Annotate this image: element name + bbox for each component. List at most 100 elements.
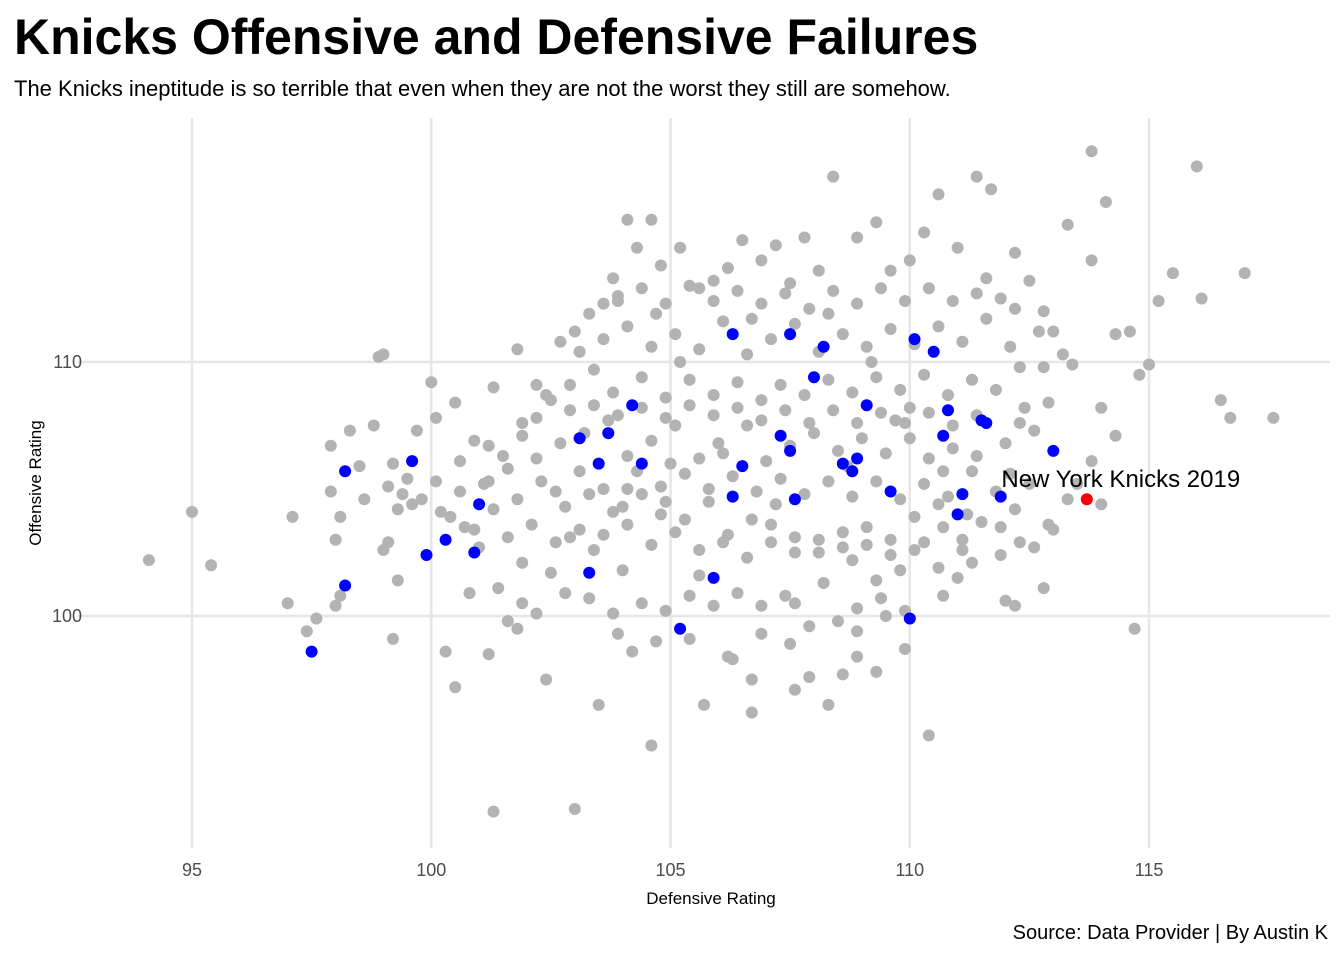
- other-team-point: [1224, 411, 1237, 424]
- other-team-point: [980, 312, 993, 325]
- other-team-point: [329, 533, 342, 546]
- other-team-point: [1028, 424, 1041, 437]
- other-team-point: [755, 599, 768, 612]
- other-team-point: [851, 650, 864, 663]
- other-team-point: [817, 577, 830, 589]
- chart-subtitle: The Knicks ineptitude is so terrible tha…: [14, 76, 951, 101]
- x-tick-label: 110: [895, 860, 924, 880]
- other-team-point: [899, 295, 911, 307]
- other-team-point: [1095, 401, 1108, 414]
- other-team-point: [487, 503, 500, 516]
- other-team-point: [788, 531, 801, 544]
- other-team-point: [391, 503, 404, 516]
- knicks-season-point: [473, 498, 486, 511]
- other-team-point: [812, 533, 825, 546]
- other-team-point: [875, 592, 887, 605]
- other-team-point: [937, 521, 950, 534]
- other-team-point: [836, 541, 849, 554]
- other-team-point: [922, 282, 935, 295]
- other-team-point: [635, 597, 648, 610]
- other-team-point: [592, 698, 605, 711]
- other-team-point: [851, 297, 864, 310]
- other-team-point: [1013, 361, 1026, 374]
- other-team-point: [745, 513, 758, 526]
- other-team-point: [396, 488, 409, 501]
- other-team-point: [377, 348, 390, 361]
- other-team-point: [587, 544, 600, 556]
- knicks-season-point: [726, 490, 739, 503]
- knicks-season-point: [846, 465, 859, 478]
- other-team-point: [1009, 246, 1021, 259]
- other-team-point: [635, 401, 648, 414]
- other-team-point: [607, 505, 620, 518]
- other-team-point: [525, 518, 538, 531]
- other-team-point: [932, 561, 945, 574]
- other-team-point: [951, 571, 964, 584]
- knicks-season-point: [726, 328, 739, 341]
- axis-tick-labels: 95 100 105 110 115 100 110: [52, 352, 1163, 880]
- other-team-point: [544, 566, 557, 579]
- knicks-season-point: [736, 460, 749, 473]
- other-team-point: [946, 419, 959, 432]
- other-team-point: [186, 505, 198, 518]
- knicks-season-point: [439, 533, 452, 546]
- other-team-point: [808, 427, 820, 440]
- other-team-point: [449, 681, 462, 694]
- other-team-point: [659, 495, 672, 508]
- other-team-point: [415, 493, 428, 506]
- knicks-2019-point: [1080, 493, 1093, 506]
- other-team-point: [444, 510, 457, 523]
- other-team-point: [568, 803, 581, 815]
- other-team-point: [635, 488, 648, 501]
- other-team-point: [1037, 582, 1050, 595]
- other-team-point: [784, 277, 797, 290]
- other-team-point: [970, 450, 983, 462]
- other-team-point: [549, 485, 562, 498]
- knicks-season-point: [817, 340, 830, 353]
- y-axis-title: Offensive Rating: [26, 420, 45, 545]
- knicks-season-point: [602, 427, 615, 440]
- knicks-season-point: [808, 371, 820, 384]
- other-team-point: [765, 333, 777, 346]
- other-team-point: [788, 597, 801, 610]
- other-team-point: [659, 411, 672, 424]
- other-team-point: [836, 328, 849, 341]
- other-team-point: [324, 485, 337, 498]
- other-team-point: [564, 404, 576, 417]
- other-team-point: [745, 706, 758, 719]
- other-team-point: [712, 437, 725, 450]
- other-team-point: [387, 632, 399, 645]
- other-team-point: [894, 493, 907, 506]
- knicks-season-point: [420, 549, 433, 561]
- other-team-point: [851, 417, 864, 429]
- other-team-point: [650, 635, 663, 648]
- knicks-season-point: [836, 457, 849, 470]
- other-team-point: [454, 485, 466, 498]
- other-team-point: [765, 536, 777, 549]
- other-team-point: [870, 665, 883, 678]
- knicks-season-point: [784, 328, 797, 341]
- other-team-point: [559, 587, 572, 600]
- other-team-point: [698, 698, 710, 711]
- other-team-point: [497, 450, 509, 462]
- other-team-point: [482, 439, 495, 452]
- other-team-point: [683, 373, 696, 386]
- other-team-point: [865, 356, 878, 368]
- other-team-point: [645, 434, 658, 447]
- other-team-point: [583, 592, 596, 605]
- other-team-point: [966, 556, 978, 569]
- other-team-point: [607, 272, 620, 285]
- other-team-point: [970, 170, 983, 183]
- other-team-point: [511, 622, 524, 635]
- other-team-point: [1085, 145, 1098, 158]
- other-team-point: [573, 465, 586, 478]
- other-team-point: [645, 739, 658, 752]
- other-team-point: [836, 668, 849, 681]
- knicks-season-point: [784, 444, 797, 457]
- other-team-point: [1042, 396, 1055, 409]
- other-team-point: [611, 627, 624, 640]
- other-team-point: [726, 470, 739, 483]
- other-team-point: [487, 805, 500, 818]
- other-team-point: [932, 498, 945, 511]
